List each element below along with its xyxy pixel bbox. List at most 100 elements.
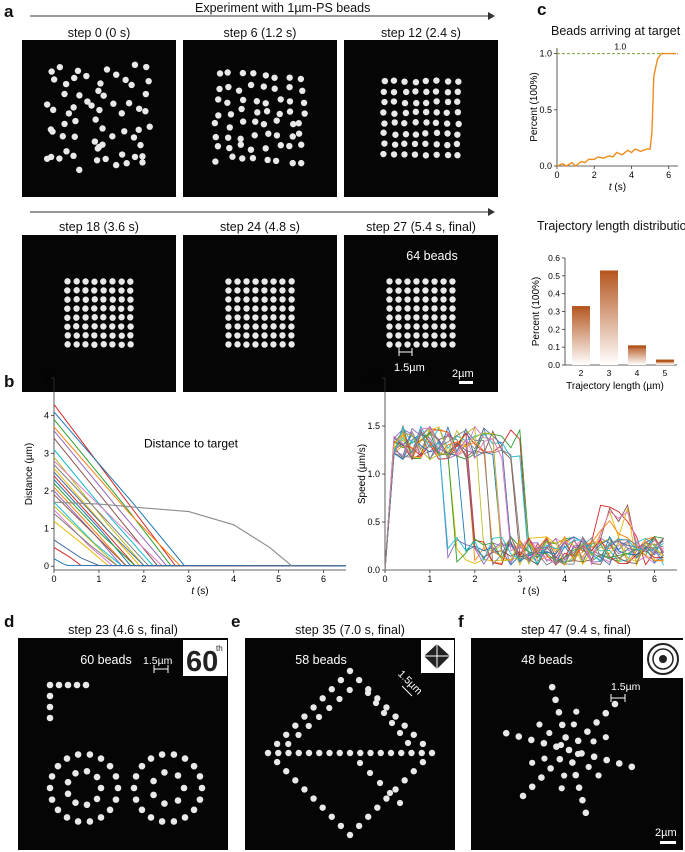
bead-count-f: 48 beads: [521, 653, 572, 667]
bead: [102, 155, 109, 163]
bead: [132, 796, 140, 803]
bead: [56, 63, 64, 71]
bead: [73, 323, 80, 330]
bead: [433, 129, 441, 137]
bead: [234, 314, 241, 321]
bead: [401, 99, 409, 107]
bead: [615, 760, 623, 767]
spacing-label-d: 1.5µm: [143, 655, 173, 667]
bead: [225, 341, 232, 348]
bead: [301, 713, 308, 720]
bead: [225, 332, 232, 339]
bead: [118, 278, 125, 285]
bead: [70, 104, 77, 111]
bead: [225, 296, 232, 303]
bead: [46, 692, 54, 700]
bead: [401, 78, 408, 85]
bead: [590, 738, 597, 745]
x-axis-label: Trajectory length (µm): [566, 381, 664, 392]
bead: [252, 287, 259, 294]
bead: [528, 783, 536, 791]
bead: [292, 777, 299, 784]
bead: [100, 278, 107, 285]
bead: [234, 341, 241, 348]
bead: [130, 784, 138, 792]
bead: [628, 763, 636, 771]
bead: [502, 729, 510, 737]
bead: [121, 128, 128, 135]
bead: [96, 106, 103, 114]
bead: [431, 314, 438, 321]
bead: [73, 681, 81, 689]
scale-bar-f: [660, 841, 676, 844]
bead: [288, 296, 295, 303]
bead: [305, 749, 313, 757]
bead: [383, 795, 390, 802]
bead: [440, 305, 447, 312]
arrival-line: [556, 52, 677, 167]
bead: [422, 341, 429, 348]
bead: [392, 786, 399, 793]
bead: [131, 61, 139, 69]
bead: [261, 341, 268, 348]
bead: [387, 749, 395, 757]
bead: [234, 332, 241, 339]
bead: [275, 749, 282, 757]
bead: [574, 737, 582, 745]
bead: [279, 332, 286, 339]
bead: [288, 341, 295, 348]
bead: [386, 296, 393, 303]
bead: [528, 736, 535, 744]
bead: [413, 323, 420, 330]
bead: [261, 305, 268, 312]
bead: [100, 323, 107, 330]
bead: [536, 721, 543, 728]
chart-title-beads-arriving: Beads arriving at target: [551, 24, 681, 38]
bead-count-d: 60 beads: [80, 653, 131, 667]
bead: [357, 749, 364, 757]
bead: [103, 66, 111, 73]
bead: [49, 106, 57, 114]
bead: [263, 108, 271, 115]
step-label-2: step 12 (2.4 s): [381, 26, 461, 40]
bead: [254, 109, 261, 116]
bead: [381, 98, 388, 106]
logo-digits: 60: [186, 646, 218, 676]
bead: [431, 278, 438, 285]
bead: [139, 159, 146, 166]
y-tick-label: 2: [44, 486, 49, 496]
bead: [181, 755, 189, 762]
bead: [150, 791, 157, 799]
bead: [297, 75, 305, 83]
bead: [404, 323, 411, 330]
bead: [432, 119, 440, 127]
bead: [572, 771, 580, 779]
bead: [46, 703, 54, 711]
bead: [582, 809, 590, 817]
bead: [109, 278, 116, 285]
bead: [395, 341, 402, 348]
bead: [214, 96, 222, 103]
bead: [261, 278, 268, 285]
bead: [145, 77, 152, 85]
bead: [422, 332, 429, 339]
bead: [449, 296, 456, 303]
bead: [135, 126, 142, 133]
bead: [91, 341, 98, 348]
bead: [91, 332, 98, 339]
bead: [118, 323, 125, 330]
bead: [431, 296, 438, 303]
bead: [239, 69, 247, 77]
bead: [94, 145, 101, 152]
bead: [74, 67, 82, 75]
bead: [110, 100, 117, 107]
bead: [386, 314, 393, 321]
bead: [449, 314, 456, 321]
chart-title-trajectory: Trajectory length distribution: [537, 219, 685, 233]
bead: [82, 305, 89, 312]
bead: [273, 740, 281, 748]
bead: [100, 92, 107, 99]
bead: [226, 144, 233, 152]
bead: [100, 332, 107, 339]
bead: [270, 332, 277, 339]
